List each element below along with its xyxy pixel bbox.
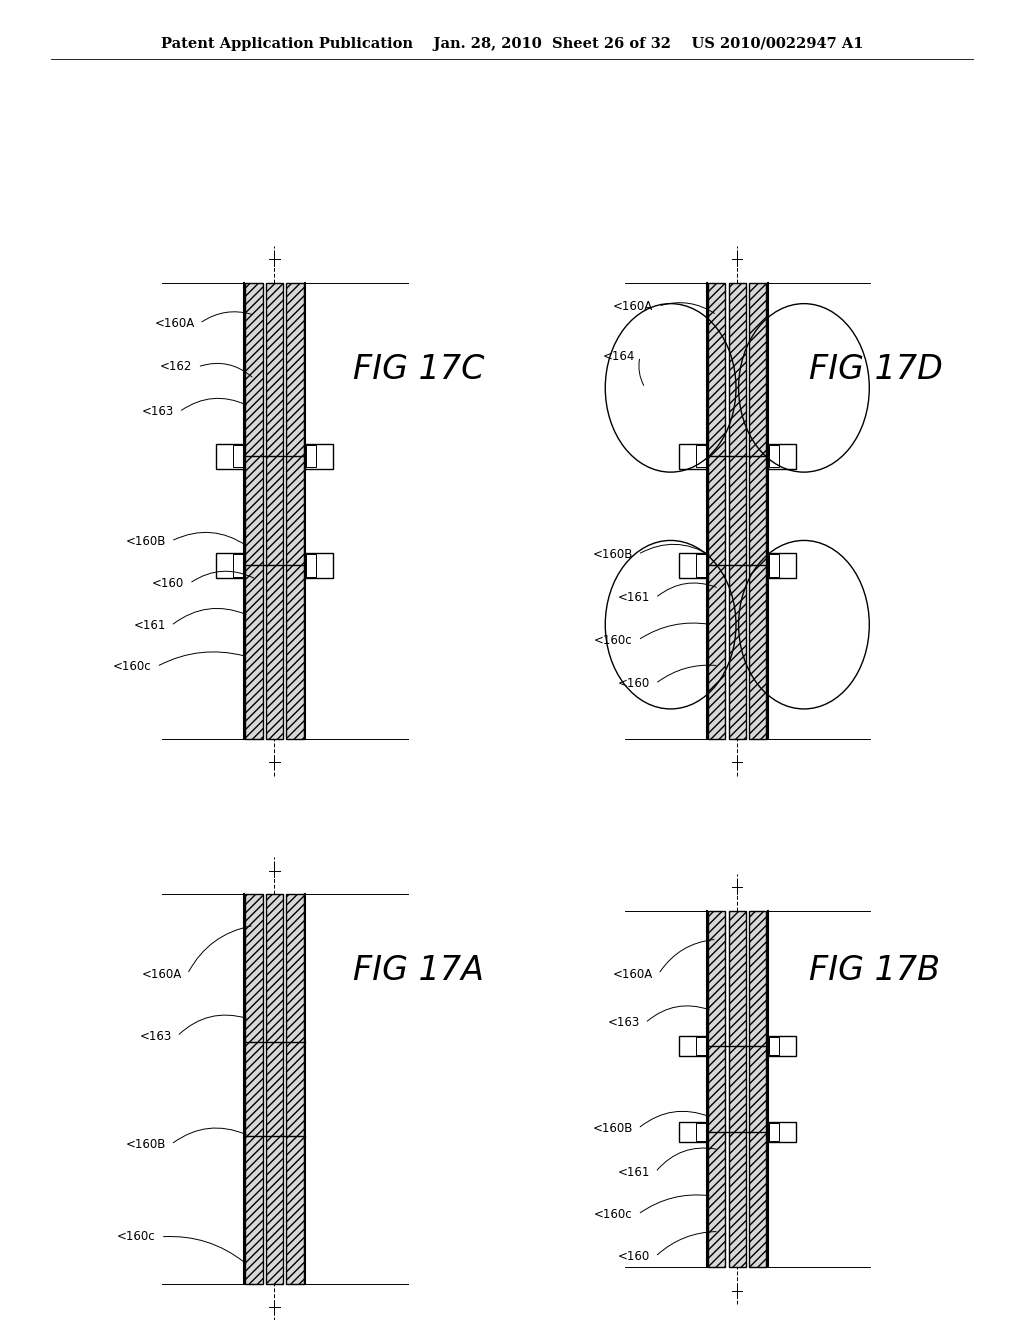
- Text: <161: <161: [617, 1166, 650, 1179]
- Text: <160B: <160B: [126, 535, 166, 548]
- Polygon shape: [769, 445, 778, 467]
- Polygon shape: [750, 284, 766, 739]
- Text: <160: <160: [153, 577, 184, 590]
- Text: <160B: <160B: [593, 548, 633, 561]
- Polygon shape: [679, 1122, 707, 1142]
- Text: <160c: <160c: [117, 1230, 156, 1243]
- Text: <164: <164: [602, 350, 635, 363]
- Text: <160A: <160A: [613, 968, 653, 981]
- Polygon shape: [287, 895, 303, 1283]
- Polygon shape: [287, 284, 303, 739]
- Polygon shape: [306, 445, 315, 467]
- Polygon shape: [679, 1036, 707, 1056]
- Text: FIG 17C: FIG 17C: [353, 354, 484, 385]
- Text: <160A: <160A: [155, 317, 195, 330]
- Text: <160: <160: [618, 1250, 650, 1263]
- Text: <160c: <160c: [113, 660, 152, 673]
- Polygon shape: [306, 554, 315, 577]
- Polygon shape: [709, 911, 725, 1267]
- Text: <162: <162: [160, 360, 193, 374]
- Polygon shape: [768, 553, 796, 578]
- Polygon shape: [696, 554, 706, 577]
- Polygon shape: [769, 1123, 778, 1140]
- Text: <160A: <160A: [142, 968, 182, 981]
- Polygon shape: [679, 553, 707, 578]
- Polygon shape: [696, 445, 706, 467]
- Text: <160A: <160A: [613, 300, 653, 313]
- Text: <160B: <160B: [593, 1122, 633, 1135]
- Text: <160c: <160c: [594, 634, 633, 647]
- Text: <160: <160: [618, 677, 650, 690]
- Polygon shape: [266, 284, 283, 739]
- Polygon shape: [305, 444, 333, 469]
- Polygon shape: [233, 554, 243, 577]
- Polygon shape: [305, 553, 333, 578]
- Text: FIG 17D: FIG 17D: [809, 354, 943, 385]
- Polygon shape: [679, 444, 707, 469]
- Polygon shape: [768, 1122, 796, 1142]
- Text: FIG 17B: FIG 17B: [809, 953, 940, 987]
- Polygon shape: [696, 1123, 706, 1140]
- Polygon shape: [768, 1036, 796, 1056]
- Text: <163: <163: [140, 1030, 172, 1043]
- Polygon shape: [709, 284, 725, 739]
- Polygon shape: [216, 444, 244, 469]
- Polygon shape: [729, 911, 745, 1267]
- Polygon shape: [729, 284, 745, 739]
- Polygon shape: [769, 1038, 778, 1055]
- Text: Patent Application Publication    Jan. 28, 2010  Sheet 26 of 32    US 2010/00229: Patent Application Publication Jan. 28, …: [161, 37, 863, 51]
- Text: <163: <163: [142, 405, 174, 418]
- Polygon shape: [233, 445, 243, 467]
- Polygon shape: [246, 284, 262, 739]
- Polygon shape: [768, 444, 796, 469]
- Polygon shape: [266, 895, 283, 1283]
- Text: <163: <163: [608, 1016, 640, 1030]
- Text: <160c: <160c: [594, 1208, 633, 1221]
- Text: <161: <161: [133, 619, 166, 632]
- Polygon shape: [216, 553, 244, 578]
- Polygon shape: [696, 1038, 706, 1055]
- Polygon shape: [750, 911, 766, 1267]
- Text: <160B: <160B: [126, 1138, 166, 1151]
- Text: <161: <161: [617, 591, 650, 605]
- Polygon shape: [769, 554, 778, 577]
- Text: FIG 17A: FIG 17A: [353, 953, 484, 987]
- Polygon shape: [246, 895, 262, 1283]
